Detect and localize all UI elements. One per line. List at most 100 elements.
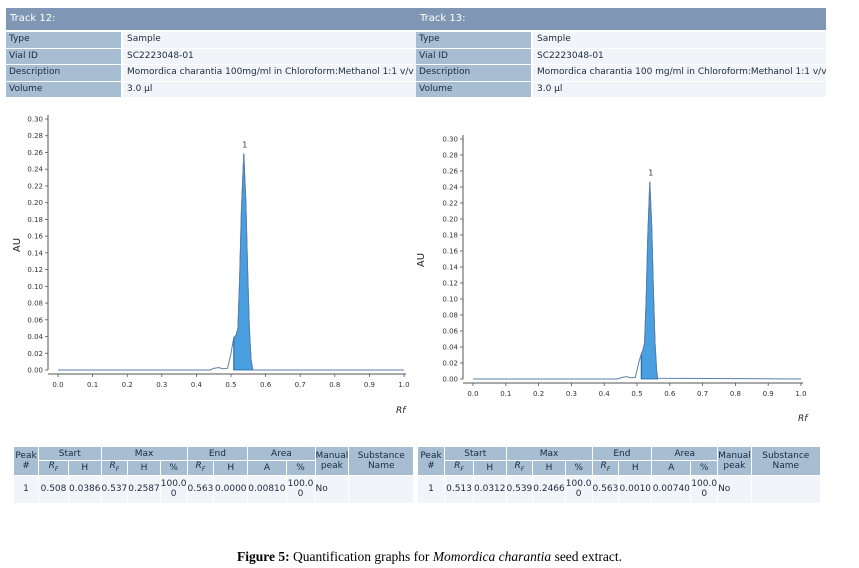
col-end-rf: RF <box>186 460 215 476</box>
x-tick-label: 0.3 <box>156 381 167 389</box>
peak-table-track-13: Peak # Start Max End Area Manual peak Substance N… <box>417 446 821 504</box>
caption-species: Momordica charantia <box>432 549 552 564</box>
x-tick-label: 0.4 <box>191 381 203 389</box>
y-tick-label: 0.18 <box>27 216 43 224</box>
y-tick-label: 0.26 <box>27 149 43 157</box>
info-row-volume: Volume 3.0 µl <box>6 81 416 97</box>
y-tick-label: 0.00 <box>442 376 458 384</box>
cell-start-rf: 0.508 <box>38 474 69 504</box>
info-row-type: Type Sample <box>416 32 826 48</box>
info-row-type: Type Sample <box>6 32 416 48</box>
cell-peak: 1 <box>417 474 445 504</box>
cell-manual-peak: No <box>717 474 752 504</box>
col-start-rf: RF <box>38 460 69 476</box>
col-peak-header: Peak # <box>13 446 39 476</box>
col-area-header: Area <box>651 446 719 461</box>
col-manual-peak-header: Manual peak <box>314 446 350 476</box>
x-tick-label: 0.6 <box>664 390 676 398</box>
col-max-h: H <box>532 460 566 476</box>
info-row-description: Description Momordica charantia 100 mg/ml… <box>416 65 826 81</box>
x-tick-label: 0.4 <box>599 390 611 398</box>
peak-label: 1 <box>648 169 653 178</box>
y-tick-label: 0.20 <box>27 199 43 207</box>
y-tick-label: 0.24 <box>27 166 43 174</box>
col-start-header: Start <box>444 446 507 461</box>
x-tick-label: 1.0 <box>795 390 806 398</box>
x-tick-label: 0.8 <box>329 381 340 389</box>
y-axis-label: AU <box>12 238 23 252</box>
x-tick-label: 0.5 <box>631 390 642 398</box>
x-tick-label: 0.9 <box>763 390 774 398</box>
col-start-header: Start <box>38 446 102 461</box>
col-start-rf: RF <box>444 460 474 476</box>
x-axis-label: Rf <box>396 406 407 416</box>
cell-start-h: 0.0312 <box>473 474 507 504</box>
y-tick-label: 0.02 <box>442 360 458 368</box>
col-end-header: End <box>186 446 249 461</box>
x-tick-label: 0.2 <box>122 381 133 389</box>
x-tick-label: 0.0 <box>467 390 478 398</box>
info-label: Vial ID <box>416 48 533 64</box>
y-tick-label: 0.20 <box>442 216 458 224</box>
y-tick-label: 0.02 <box>27 350 43 358</box>
y-tick-label: 0.00 <box>27 367 43 375</box>
y-tick-label: 0.12 <box>27 266 43 274</box>
col-max-pct: % <box>159 460 188 476</box>
y-tick-label: 0.12 <box>442 280 458 288</box>
x-tick-label: 0.8 <box>730 390 741 398</box>
cell-end-rf: 0.563 <box>186 474 215 504</box>
x-tick-label: 0.7 <box>697 390 708 398</box>
col-peak-header: Peak # <box>417 446 445 476</box>
col-max-header: Max <box>100 446 188 461</box>
y-tick-label: 0.22 <box>442 200 458 208</box>
track-12-panel: Track 12: Type Sample Vial ID SC2223048-01… <box>6 8 416 98</box>
info-label: Type <box>416 32 533 48</box>
col-area-a: A <box>247 460 287 476</box>
y-tick-label: 0.10 <box>27 283 43 291</box>
info-value: SC2223048-01 <box>533 48 826 64</box>
y-tick-label: 0.14 <box>442 264 458 272</box>
y-tick-label: 0.14 <box>27 249 43 257</box>
info-label: Description <box>6 65 123 81</box>
col-max-pct: % <box>564 460 593 476</box>
info-row-description: Description Momordica charantia 100mg/ml … <box>6 65 416 81</box>
col-area-pct: % <box>690 460 719 476</box>
caption-text-2: seed extract. <box>551 549 623 564</box>
y-tick-label: 0.04 <box>27 333 43 341</box>
figure-caption: Figure 5: Quantification graphs for Momo… <box>0 549 859 565</box>
info-label: Description <box>416 65 533 81</box>
peak-label: 1 <box>242 141 247 150</box>
track-13-panel: Track 13: Type Sample Vial ID SC2223048-01… <box>416 8 826 98</box>
info-row-vial-id: Vial ID SC2223048-01 <box>6 48 416 64</box>
densitogram-trace <box>473 181 802 380</box>
y-tick-label: 0.06 <box>442 328 458 336</box>
y-axis-label: AU <box>416 253 427 267</box>
y-tick-label: 0.08 <box>442 312 458 320</box>
y-tick-label: 0.30 <box>27 116 43 124</box>
cell-end-rf: 0.563 <box>591 474 620 504</box>
cell-area-pct: 100.0 0 <box>285 474 316 504</box>
col-start-h: H <box>68 460 102 476</box>
y-tick-label: 0.28 <box>27 132 43 140</box>
cell-start-rf: 0.513 <box>444 474 474 504</box>
y-tick-label: 0.06 <box>27 316 43 324</box>
cell-manual-peak: No <box>314 474 350 504</box>
info-value: SC2223048-01 <box>123 48 416 64</box>
info-label: Type <box>6 32 123 48</box>
col-area-pct: % <box>285 460 316 476</box>
densitogram-track-12: 0.00 0.02 0.04 0.06 0.08 0.10 0.12 0.14 0.16 0.18… <box>12 115 410 416</box>
y-tick-label: 0.28 <box>442 152 458 160</box>
col-substance-header: Substance Name <box>750 446 821 476</box>
cell-area-pct: 100.0 0 <box>690 474 719 504</box>
cell-max-rf: 0.537 <box>100 474 129 504</box>
x-tick-label: 0.9 <box>364 381 375 389</box>
cell-max-pct: 100.0 0 <box>159 474 188 504</box>
track-title: Track 13: <box>416 8 826 32</box>
x-tick-label: 0.3 <box>566 390 577 398</box>
col-max-rf: RF <box>505 460 534 476</box>
cell-area-a: 0.00740 <box>651 474 692 504</box>
x-tick-label: 0.1 <box>500 390 511 398</box>
info-value: 3.0 µl <box>533 81 826 97</box>
cell-substance <box>348 474 415 504</box>
col-end-rf: RF <box>591 460 620 476</box>
